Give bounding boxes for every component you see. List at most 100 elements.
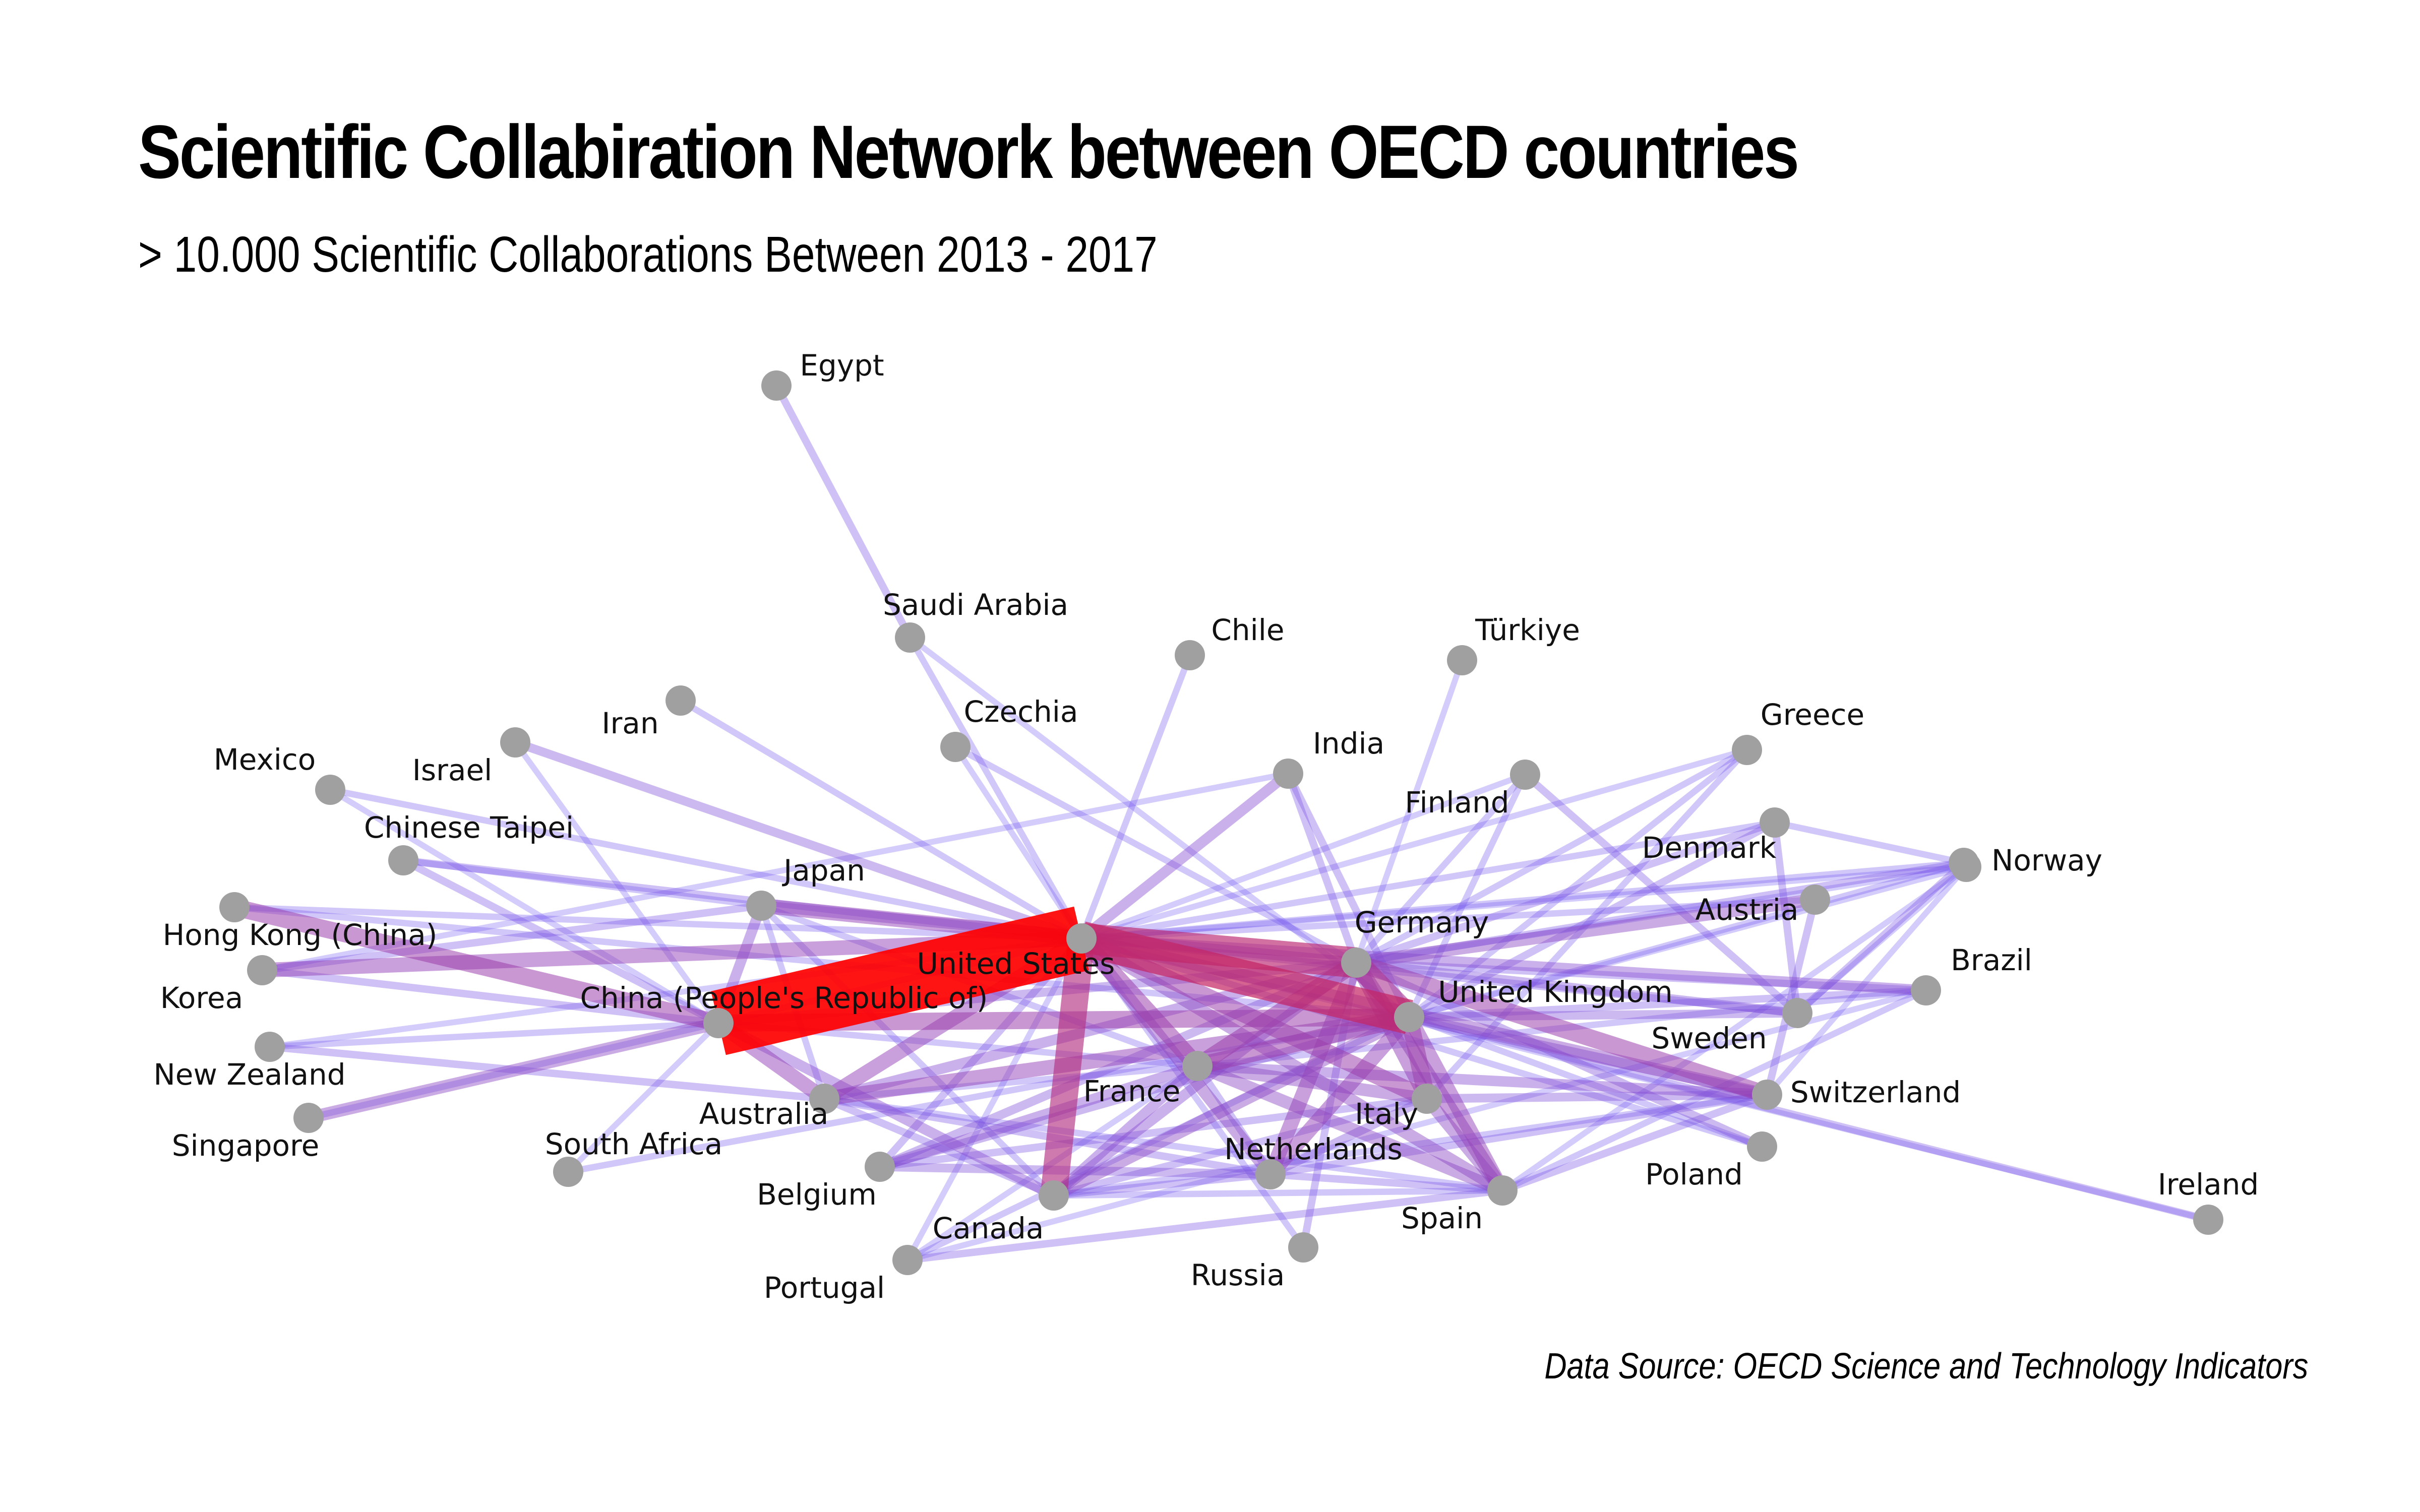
edge-us-in: [1078, 769, 1292, 943]
edge-uk-dk: [1407, 819, 1777, 1021]
node-eg: [761, 370, 792, 401]
edge-uk-ca: [1051, 1011, 1412, 1202]
edge-de-fr: [1192, 955, 1361, 1074]
edge-ca-ch: [1053, 1091, 1768, 1199]
nodes-layer: [219, 370, 2223, 1275]
node-label-za: South Africa: [545, 1127, 722, 1161]
node-fi: [1510, 760, 1540, 790]
node-jp: [746, 891, 776, 921]
node-dk: [1760, 807, 1790, 838]
node-pl: [1747, 1131, 1777, 1162]
edge-cn-tw: [401, 857, 720, 1027]
node-label-cz: Czechia: [964, 695, 1078, 729]
node-label-at: Austria: [1696, 893, 1799, 927]
edge-ext-uk: [1408, 864, 1967, 1020]
node-label-pt: Portugal: [764, 1271, 885, 1305]
chart-subtitle: > 10.000 Scientific Collaborations Betwe…: [138, 226, 1158, 283]
edge-uk-ie: [1408, 1013, 2209, 1224]
edge-us-cl: [1078, 654, 1193, 940]
edge-us-dk: [1080, 819, 1776, 942]
edge-us-cn: [711, 906, 1089, 1055]
node-label-pl: Poland: [1645, 1157, 1743, 1191]
edge-fr-nl: [1194, 1063, 1274, 1177]
node-label-fi: Finland: [1405, 785, 1509, 820]
edge-cn-sg: [307, 1017, 720, 1124]
edge-cn-mx: [328, 787, 720, 1026]
node-label-cn: China (People's Republic of): [580, 981, 988, 1015]
edge-es-au: [824, 1095, 1503, 1194]
node-be: [865, 1152, 895, 1182]
node-label-in: India: [1313, 726, 1384, 761]
node-ir: [666, 685, 696, 716]
edge-us-ir: [679, 698, 1083, 941]
node-ie: [2193, 1205, 2223, 1235]
edge-ext-es: [1500, 864, 1968, 1193]
node-label-us: United States: [917, 947, 1115, 981]
node-us: [1066, 923, 1097, 954]
node-label-mx: Mexico: [214, 742, 316, 777]
edge-uk-no: [1408, 859, 1965, 1021]
node-nl: [1255, 1159, 1286, 1189]
node-tw: [388, 845, 418, 875]
node-in: [1273, 759, 1303, 789]
edge-uk-se: [1409, 1009, 1798, 1022]
node-label-dk: Denmark: [1642, 831, 1777, 865]
node-label-ru: Russia: [1191, 1258, 1285, 1292]
edge-se-no: [1795, 860, 1966, 1016]
edge-us-fi: [1080, 772, 1527, 941]
node-cl: [1175, 640, 1205, 670]
node-label-au: Australia: [699, 1097, 829, 1131]
node-sa: [895, 622, 925, 653]
chart-title: Scientific Collabiration Network between…: [138, 109, 1799, 194]
edge-fr-ch: [1197, 1060, 1768, 1100]
node-label-sg: Singapore: [172, 1128, 320, 1163]
edge-au-nz: [269, 1043, 825, 1103]
edge-de-se: [1356, 958, 1798, 1018]
node-label-uk: United Kingdom: [1438, 975, 1673, 1009]
edge-de-cz: [953, 744, 1358, 966]
node-se: [1782, 998, 1812, 1028]
node-mx: [315, 775, 345, 805]
node-label-de: Germany: [1355, 905, 1489, 939]
node-sg: [293, 1103, 324, 1133]
node-it: [1412, 1084, 1442, 1114]
node-label-nz: New Zealand: [153, 1057, 345, 1092]
edges-layer: [232, 384, 2209, 1264]
edge-fr-es: [1195, 1060, 1505, 1196]
node-label-ca: Canada: [933, 1211, 1044, 1245]
edge-uk-fi: [1406, 773, 1528, 1019]
node-ch: [1752, 1080, 1782, 1110]
node-ca: [1039, 1180, 1069, 1211]
edge-cn-ca: [716, 1018, 1056, 1201]
edge-es-nl: [1270, 1170, 1503, 1194]
node-uk: [1394, 1002, 1424, 1032]
edge-us-cz: [953, 745, 1084, 940]
edge-ext-ch: [1765, 865, 1969, 1097]
edge-de-at: [1355, 893, 1816, 969]
node-es: [1487, 1175, 1518, 1206]
edge-in-kr: [261, 771, 1289, 973]
edge-cn-hk: [232, 899, 720, 1032]
edge-br-pt: [906, 987, 1927, 1263]
node-label-fr: France: [1083, 1074, 1181, 1108]
edge-de-in: [1285, 772, 1360, 964]
node-fr: [1182, 1051, 1213, 1081]
node-tr: [1447, 645, 1477, 675]
edge-us-il: [514, 738, 1083, 943]
node-label-nl: Netherlands: [1224, 1132, 1403, 1166]
node-label-eg: Egypt: [800, 348, 884, 383]
edge-es-pt: [907, 1186, 1503, 1264]
edge-ext-de: [1356, 864, 1967, 966]
edge-ext-se: [1795, 864, 1968, 1016]
edge-uk-es: [1403, 1014, 1509, 1194]
node-label-ir: Iran: [601, 706, 658, 740]
edge-es-ca: [1053, 1187, 1503, 1199]
node-label-cl: Chile: [1211, 613, 1284, 647]
node-label-hk: Hong Kong (China): [163, 918, 438, 952]
edge-dk-no: [1774, 819, 1965, 866]
node-label-be: Belgium: [757, 1177, 877, 1212]
edge-it-ch: [1426, 1090, 1768, 1103]
edge-nl-ch: [1269, 1091, 1768, 1178]
node-label-kr: Korea: [160, 981, 243, 1015]
edge-jp-tw: [403, 857, 762, 909]
